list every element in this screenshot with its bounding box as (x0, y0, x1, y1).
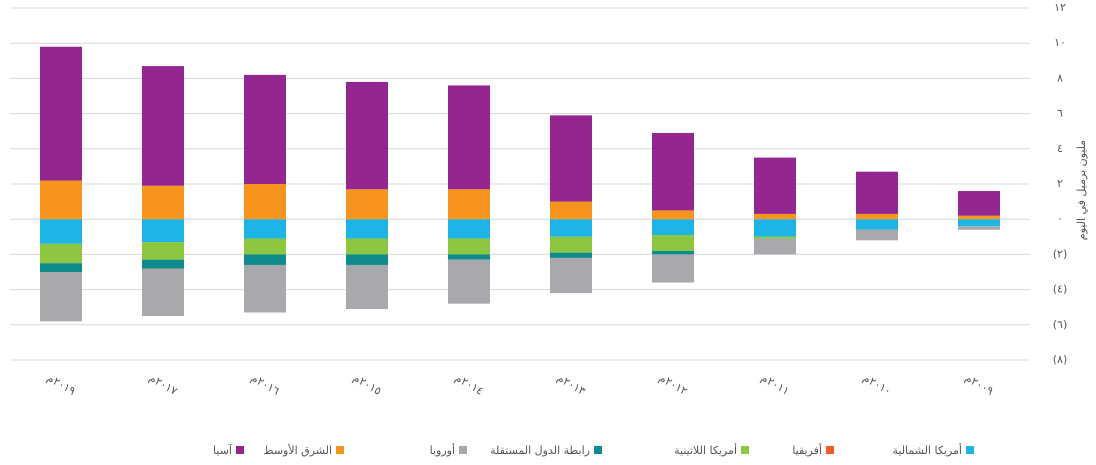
bar-segment (754, 213, 796, 220)
bar-segment (856, 229, 898, 241)
x-tick-label: ٢٠١٩م (45, 371, 78, 398)
bar-segment (142, 268, 184, 316)
legend-swatch (966, 446, 974, 454)
bar-segment (958, 215, 1000, 220)
y-tick-label: ٦ (1057, 107, 1063, 120)
bar-segment (346, 219, 388, 239)
x-tick-label: ٢٠١٥م (351, 371, 384, 398)
bar-segment (40, 263, 82, 272)
bar-segment (958, 226, 1000, 230)
x-tick-label: ٢٠١١م (759, 371, 792, 397)
bar-segment (244, 238, 286, 255)
bar-segment (40, 46, 82, 181)
bar-segment (40, 243, 82, 264)
bar-segment (958, 219, 1000, 227)
bar-segment (652, 219, 694, 236)
bar-segment (142, 242, 184, 260)
legend-label: أفريقيا (792, 443, 822, 457)
y-tick-label: ١٠ (1054, 36, 1066, 49)
bar-segment (652, 132, 694, 211)
bar-segment (856, 213, 898, 220)
y-tick-label: (٨) (1053, 353, 1068, 366)
bar-segment (856, 219, 898, 230)
x-tick-label: ٢٠١٣م (555, 371, 588, 398)
bar-segment (142, 259, 184, 269)
bar-segment (448, 259, 490, 304)
x-tick-label: ٢٠١٤م (453, 371, 486, 398)
bar-segment (448, 254, 490, 260)
bar-segment (550, 115, 592, 202)
y-tick-label: (٤) (1053, 283, 1068, 296)
y-tick-label: ٨ (1057, 71, 1063, 84)
bar-segment (652, 250, 694, 255)
bar-segment (550, 257, 592, 294)
legend-label: آسيا (213, 443, 233, 457)
bar-segment (346, 264, 388, 309)
bar-segment (346, 238, 388, 255)
bar-segment (142, 185, 184, 220)
legend-label: أمريكا اللاتينية (674, 443, 737, 457)
bar-segment (142, 219, 184, 243)
bar-segment (244, 219, 286, 239)
x-tick-label: ٢٠٠٩م (963, 371, 996, 398)
bar-segment (40, 180, 82, 220)
bar-segment (550, 201, 592, 220)
y-tick-label: (٦) (1053, 318, 1068, 331)
legend-swatch (459, 446, 467, 454)
x-tick-label: ٢٠١٠م (861, 371, 894, 397)
bar-segment (958, 191, 1000, 216)
bar-segment (550, 219, 592, 237)
bar-segment (448, 238, 490, 255)
y-tick-label: (٢) (1053, 247, 1068, 260)
legend-swatch (741, 446, 749, 454)
bar-segment (40, 219, 82, 244)
legend-swatch (236, 446, 244, 454)
y-tick-label: ٤ (1057, 142, 1063, 155)
legend-label: أوروبا (430, 443, 455, 457)
bar-segment (652, 235, 694, 251)
legend-label: الشرق الأوسط (263, 443, 332, 457)
bar-segment (346, 189, 388, 220)
x-tick-label: ٢٠١٧م (147, 371, 180, 398)
bar-segment (346, 81, 388, 190)
y-axis-label: مليون برميل في اليوم (1075, 140, 1088, 241)
bar-segment (550, 252, 592, 258)
y-tick-label: ١٢ (1054, 1, 1066, 14)
bar-segment (754, 236, 796, 239)
legend-swatch (336, 446, 344, 454)
legend-label: رابطة الدول المستقلة (490, 444, 590, 457)
bar-segment (244, 74, 286, 184)
bar-segment (244, 264, 286, 313)
y-tick-label: ٢ (1057, 177, 1063, 190)
legend-swatch (594, 446, 602, 454)
bar-segment (856, 171, 898, 214)
bar-segment (346, 254, 388, 265)
bar-segment (448, 85, 490, 190)
bar-segment (652, 210, 694, 220)
legend-label: أمريكا الشمالية (892, 443, 962, 457)
bar-segment (142, 66, 184, 186)
legend-swatch (826, 446, 834, 454)
bar-segment (40, 272, 82, 322)
bar-segment (448, 219, 490, 239)
bar-segment (550, 236, 592, 253)
y-tick-label: ٠ (1057, 212, 1063, 225)
bar-segment (652, 254, 694, 283)
bar-segment (754, 157, 796, 214)
bar-segment (244, 184, 286, 220)
x-tick-label: ٢٠١٦م (249, 371, 282, 398)
bar-segment (754, 238, 796, 255)
bar-segment (244, 254, 286, 265)
bar-segment (754, 219, 796, 237)
x-tick-label: ٢٠١٢م (657, 371, 690, 398)
bar-segment (448, 189, 490, 220)
